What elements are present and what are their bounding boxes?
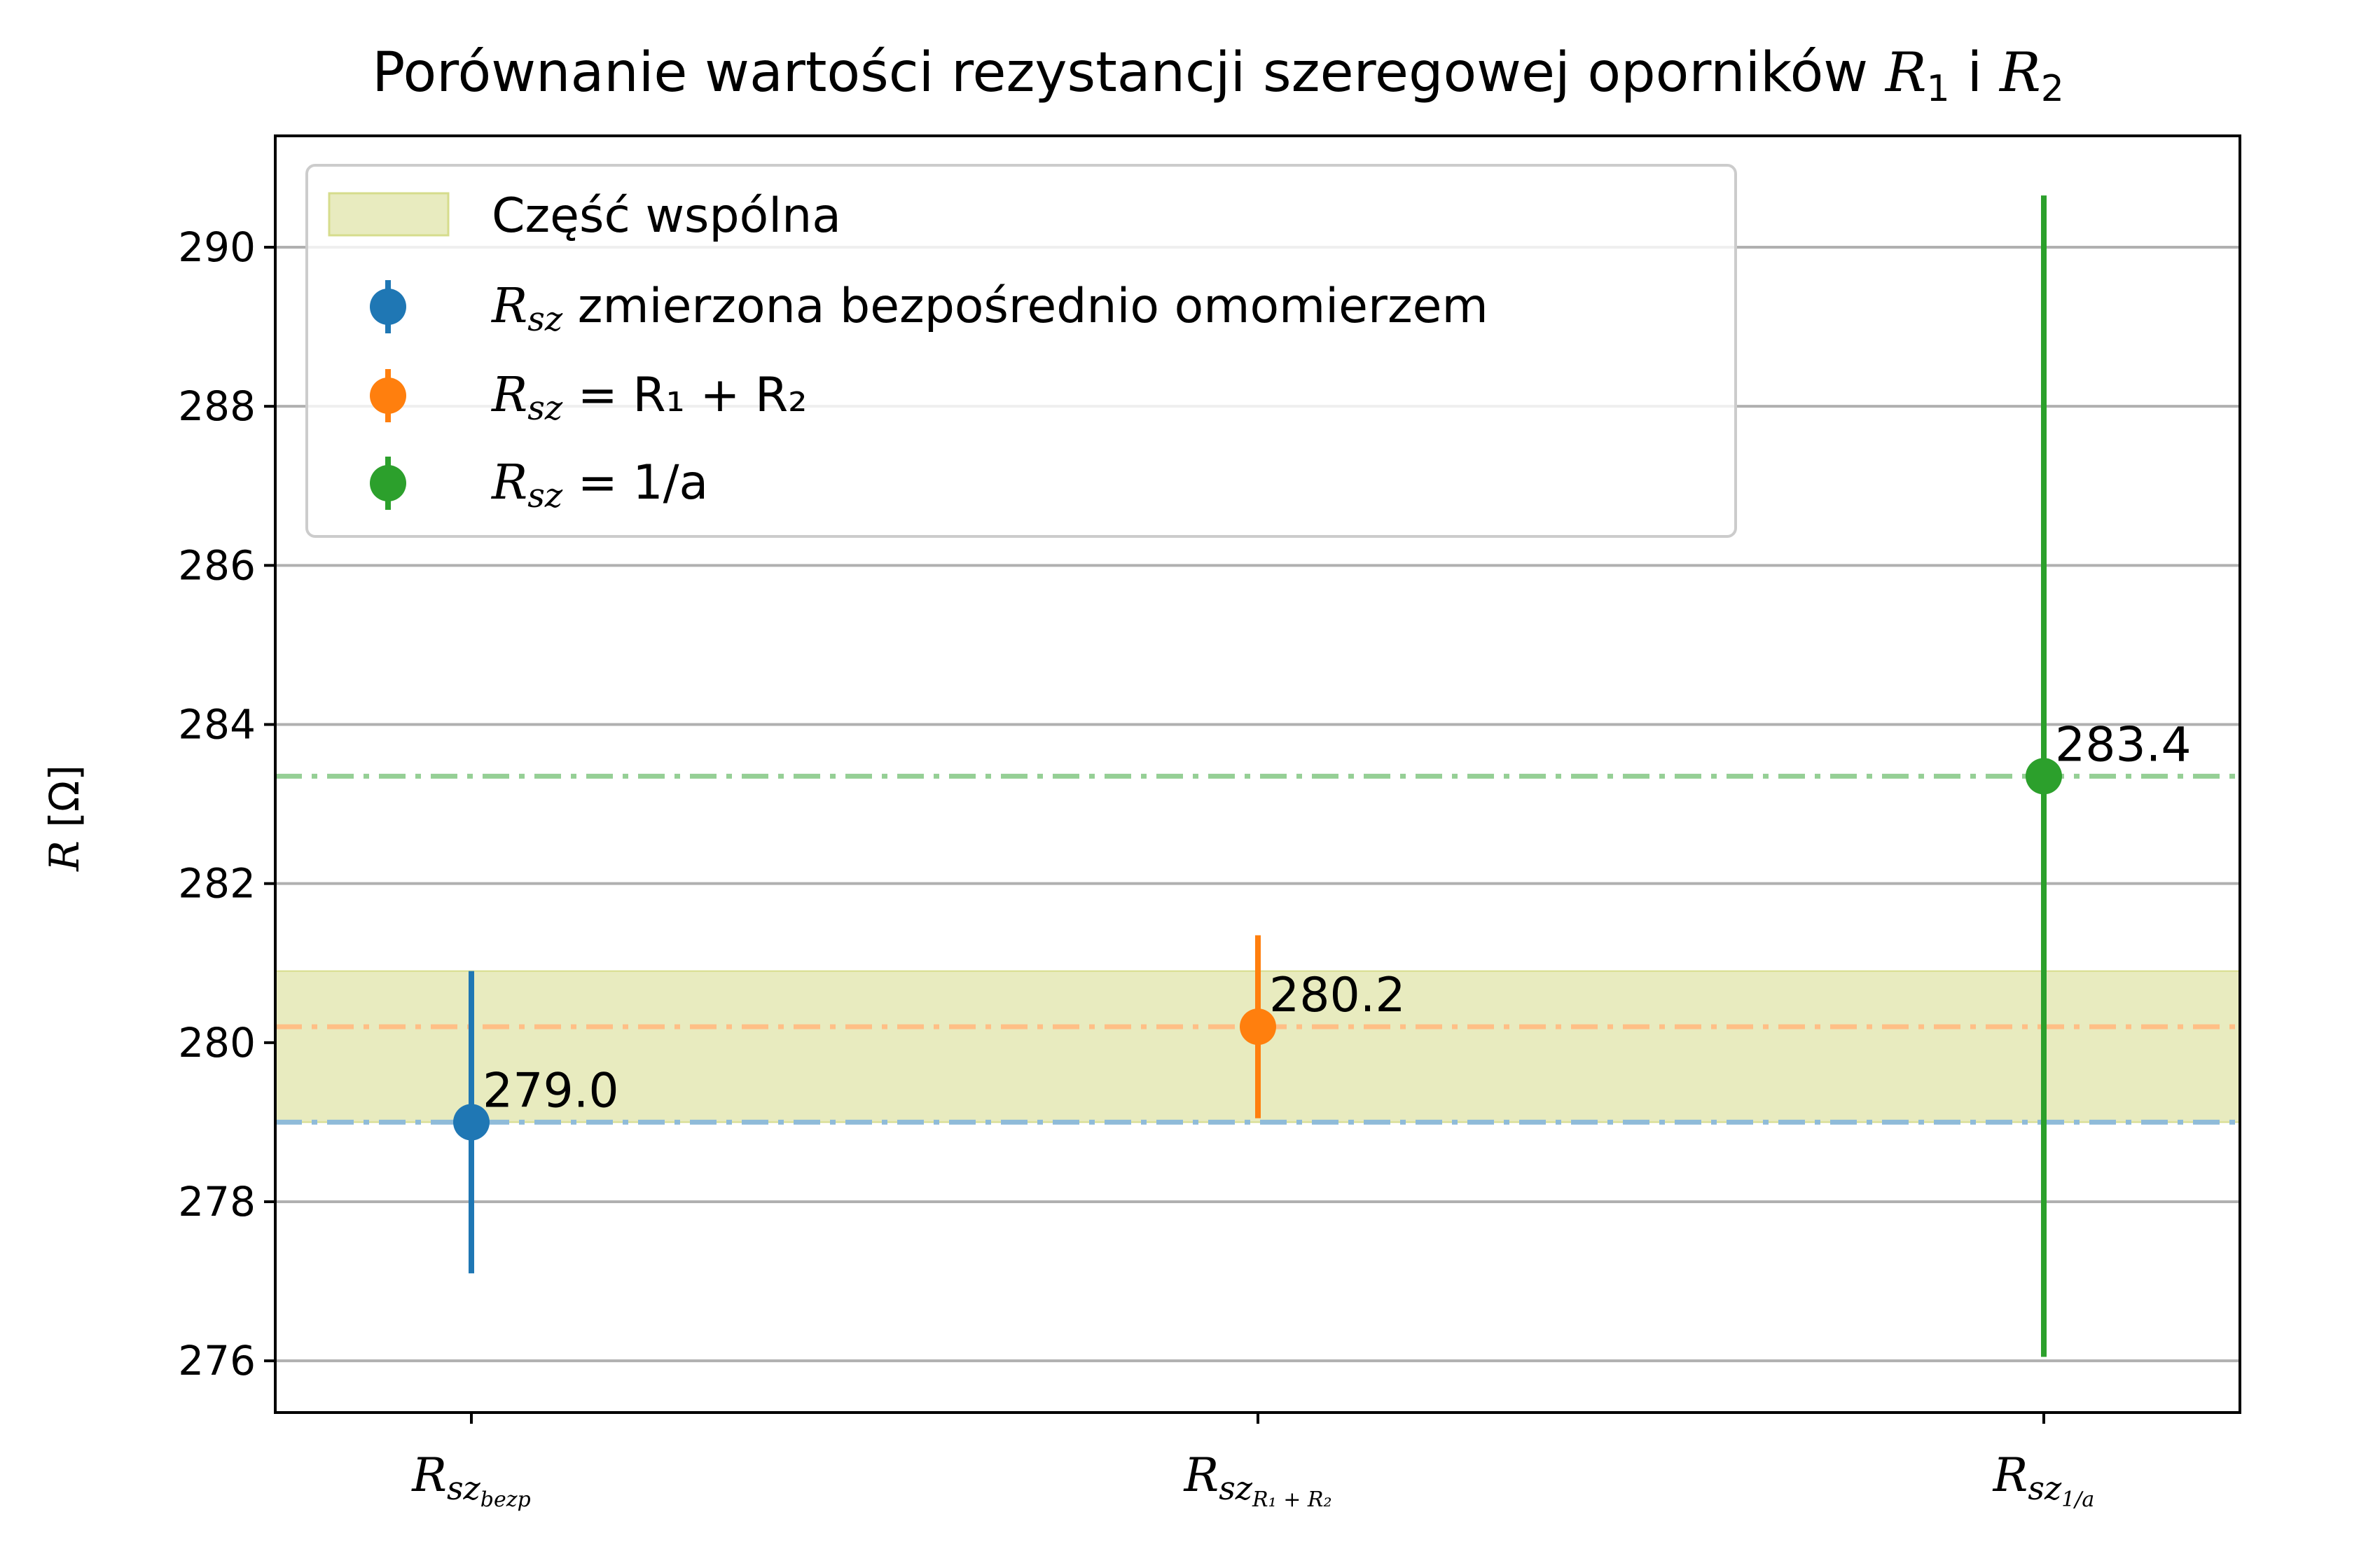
y-tick-label: 278 [178, 1178, 256, 1226]
legend-point-marker [370, 377, 406, 414]
data-point [2026, 758, 2062, 795]
y-tick-label: 280 [178, 1019, 256, 1067]
legend-point-marker [370, 289, 406, 325]
x-tick-label: RszR₁ + R₂ [1184, 1448, 1332, 1512]
data-point [1240, 1008, 1276, 1046]
legend-swatch-common-band [328, 192, 450, 237]
legend: Część wspólna Rsz zmierzona bezpośrednio… [305, 164, 1737, 538]
legend-point-marker [370, 465, 406, 501]
y-tick-label: 290 [178, 223, 256, 271]
y-tick-label: 284 [178, 701, 256, 749]
data-label: 280.2 [1269, 968, 1406, 1023]
y-tick-label: 276 [178, 1337, 256, 1385]
legend-label: Rsz = R₁ + R₂ [490, 368, 808, 428]
legend-label-common-band: Część wspólna [492, 188, 841, 244]
legend-frame [305, 164, 1737, 538]
data-point [453, 1104, 490, 1141]
chart-title: Porównanie wartości rezystancji szeregow… [372, 41, 2064, 110]
y-tick-label: 286 [178, 541, 256, 589]
plot-area: 276 278 280 282 284 286 288 290 279.0 Rszbezp 280.… [178, 134, 2241, 1512]
y-axis-label: R [Ω] [41, 765, 88, 872]
data-label: 279.0 [483, 1063, 619, 1118]
x-tick-label: Rsz1/a [1993, 1448, 2095, 1512]
legend-label: Rsz zmierzona bezpośrednio omomierzem [490, 279, 1488, 339]
x-tick-label: Rszbezp [411, 1448, 531, 1512]
legend-label: Rsz = 1/a [490, 455, 708, 515]
legend-entries: Rsz zmierzona bezpośrednio omomierzem Rsz… [370, 279, 1488, 515]
data-label: 283.4 [2055, 717, 2192, 772]
y-tick-label: 282 [178, 860, 256, 908]
y-tick-label: 288 [178, 382, 256, 430]
